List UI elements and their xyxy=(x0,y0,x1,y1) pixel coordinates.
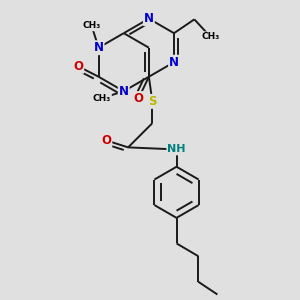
Text: CH₃: CH₃ xyxy=(93,94,111,103)
Text: NH: NH xyxy=(167,144,186,154)
Text: S: S xyxy=(148,95,157,108)
Text: CH₃: CH₃ xyxy=(201,32,219,41)
Text: N: N xyxy=(144,12,154,25)
Text: CH₃: CH₃ xyxy=(82,21,101,30)
Text: O: O xyxy=(73,60,83,73)
Text: O: O xyxy=(134,92,143,105)
Text: N: N xyxy=(169,56,179,69)
Text: O: O xyxy=(101,134,111,147)
Text: N: N xyxy=(119,85,129,98)
Text: N: N xyxy=(94,41,103,54)
